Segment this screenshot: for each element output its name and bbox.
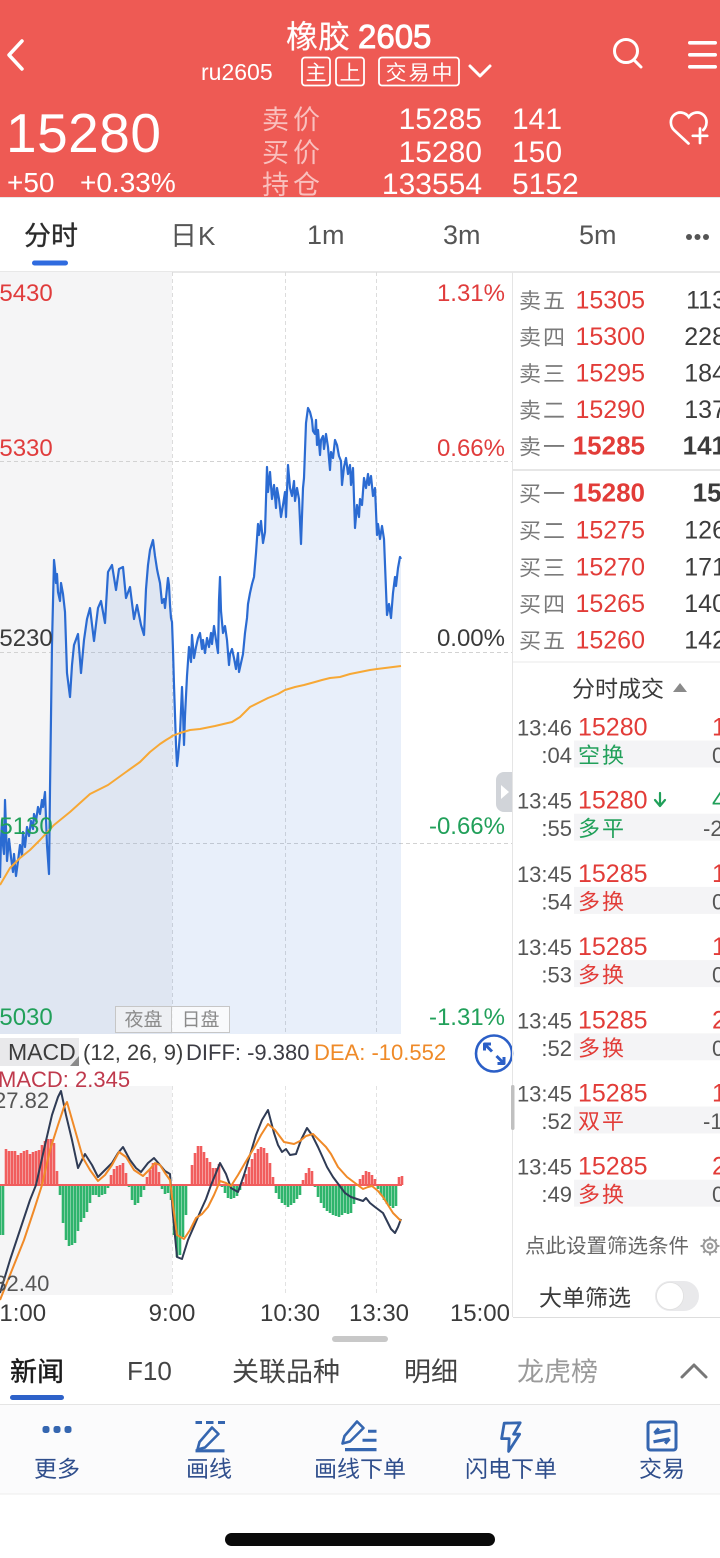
svg-text:15430: 15430 [0, 280, 53, 307]
svg-text:+50: +50 [7, 167, 55, 198]
svg-text:15285: 15285 [578, 1153, 648, 1181]
svg-text:15280: 15280 [578, 714, 648, 742]
svg-text:(12, 26, 9): (12, 26, 9) [83, 1040, 183, 1065]
svg-text:DEA: -10.552: DEA: -10.552 [314, 1040, 446, 1065]
svg-text::54: :54 [541, 889, 572, 914]
svg-text:15285: 15285 [573, 431, 645, 461]
svg-text:15280: 15280 [578, 787, 648, 815]
svg-text:133554: 133554 [382, 168, 482, 201]
svg-text:2: 2 [712, 1153, 720, 1181]
svg-text:15285: 15285 [578, 1006, 648, 1034]
svg-text:3m: 3m [443, 220, 481, 250]
svg-text:DIFF: -9.380: DIFF: -9.380 [186, 1040, 309, 1065]
svg-text:13:45: 13:45 [517, 1008, 572, 1033]
svg-text::55: :55 [541, 816, 572, 841]
svg-text:15:00: 15:00 [450, 1300, 510, 1327]
svg-text:13:45: 13:45 [517, 862, 572, 887]
svg-text:0: 0 [712, 1036, 720, 1061]
svg-text:F10: F10 [127, 1356, 172, 1386]
svg-text:-2: -2 [703, 816, 720, 841]
svg-text:5m: 5m [579, 220, 617, 250]
svg-text:-1.31%: -1.31% [429, 1004, 505, 1031]
svg-text:13:45: 13:45 [517, 935, 572, 960]
svg-text:1: 1 [712, 860, 720, 888]
svg-text:0: 0 [712, 1182, 720, 1207]
svg-text:15130: 15130 [0, 813, 53, 840]
svg-text:K: K [198, 221, 216, 251]
svg-text:-1: -1 [703, 1109, 720, 1134]
svg-text:15260: 15260 [575, 627, 645, 655]
svg-text:113: 113 [686, 287, 720, 315]
svg-text:1.31%: 1.31% [437, 280, 505, 307]
svg-text:+0.33%: +0.33% [80, 167, 176, 198]
svg-text:15280: 15280 [399, 136, 482, 169]
svg-text:MACD: MACD [8, 1039, 76, 1065]
svg-text:15285: 15285 [578, 860, 648, 888]
svg-text:2: 2 [712, 1006, 720, 1034]
svg-text:0: 0 [712, 889, 720, 914]
svg-text:15275: 15275 [575, 517, 645, 545]
svg-text:15330: 15330 [0, 435, 53, 462]
svg-text:15030: 15030 [0, 1004, 53, 1031]
svg-text:15295: 15295 [575, 360, 645, 388]
svg-text:ru2605: ru2605 [201, 59, 273, 85]
svg-text::52: :52 [541, 1036, 572, 1061]
svg-text:1: 1 [712, 1080, 720, 1108]
svg-text:4: 4 [712, 787, 720, 815]
svg-text:10:30: 10:30 [260, 1300, 320, 1327]
svg-text:15305: 15305 [575, 287, 645, 315]
svg-text:MACD: 2.345: MACD: 2.345 [0, 1067, 130, 1092]
svg-text::04: :04 [541, 743, 572, 768]
svg-text:15265: 15265 [575, 590, 645, 618]
svg-text:150: 150 [693, 478, 720, 508]
svg-text:0: 0 [712, 743, 720, 768]
svg-text:1m: 1m [307, 220, 345, 250]
svg-text:137: 137 [684, 396, 720, 424]
svg-text:15285: 15285 [578, 933, 648, 961]
svg-text:13:46: 13:46 [517, 716, 572, 741]
svg-text:15285: 15285 [578, 1080, 648, 1108]
svg-text:15270: 15270 [575, 554, 645, 582]
svg-text:15300: 15300 [575, 323, 645, 351]
svg-text:0: 0 [712, 963, 720, 988]
svg-text:5152: 5152 [512, 168, 579, 201]
svg-text:27.82: 27.82 [0, 1088, 49, 1113]
svg-text:15280: 15280 [573, 478, 645, 508]
svg-text:0.66%: 0.66% [437, 435, 505, 462]
svg-text:15280: 15280 [6, 102, 161, 164]
svg-text:0.00%: 0.00% [437, 625, 505, 652]
svg-text:171: 171 [684, 554, 720, 582]
svg-text:150: 150 [512, 136, 562, 169]
svg-text:21:00: 21:00 [0, 1300, 46, 1327]
svg-text:9:00: 9:00 [149, 1300, 196, 1327]
svg-text:141: 141 [683, 431, 720, 461]
svg-text:184: 184 [684, 360, 720, 388]
svg-text:1: 1 [712, 714, 720, 742]
svg-text:15285: 15285 [399, 103, 482, 136]
svg-text:2605: 2605 [358, 18, 431, 55]
svg-text:-32.40: -32.40 [0, 1271, 49, 1296]
svg-text:1: 1 [712, 933, 720, 961]
svg-text:126: 126 [684, 517, 720, 545]
svg-text:15290: 15290 [575, 396, 645, 424]
svg-text::52: :52 [541, 1109, 572, 1134]
svg-text::53: :53 [541, 963, 572, 988]
svg-text:140: 140 [684, 590, 720, 618]
svg-text:228: 228 [684, 323, 720, 351]
svg-text:142: 142 [684, 627, 720, 655]
svg-text:13:30: 13:30 [349, 1300, 409, 1327]
svg-text:-0.66%: -0.66% [429, 813, 505, 840]
svg-text:15230: 15230 [0, 625, 53, 652]
svg-text:13:45: 13:45 [517, 789, 572, 814]
svg-text::49: :49 [541, 1182, 572, 1207]
svg-text:13:45: 13:45 [517, 1082, 572, 1107]
svg-text:13:45: 13:45 [517, 1155, 572, 1180]
svg-text:141: 141 [512, 103, 562, 136]
